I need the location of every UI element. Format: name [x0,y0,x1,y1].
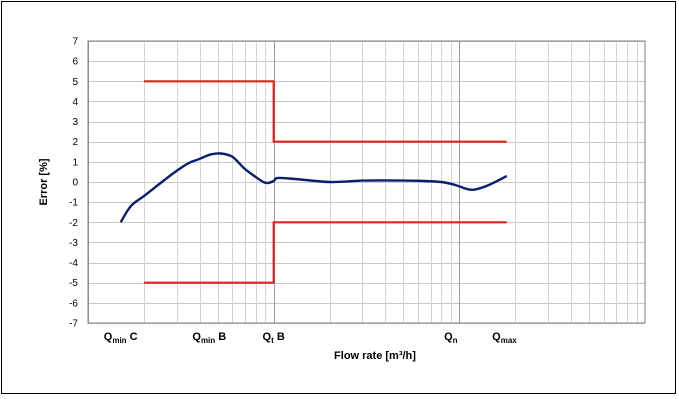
y-tick-label: -2 [69,218,78,229]
y-tick-label: 3 [72,117,78,128]
y-tick-label: 7 [72,37,78,48]
series-error-curve [119,152,508,223]
x-tick-label-qmin-c: Qmin C [104,331,138,345]
y-tick-label: 2 [72,137,78,148]
y-tick-label: -7 [69,319,78,330]
y-tick-label: -4 [69,258,78,269]
x-tick-label-qt-b: Qt B [263,331,285,345]
x-tick-labels: Qmin C Qmin B Qt B Qn Qmax [104,331,517,345]
y-tick-label: 0 [72,178,78,189]
y-tick-label: -6 [69,298,78,309]
x-tick-label-qmax: Qmax [492,331,517,345]
x-tick-label-qmin-b: Qmin B [192,331,226,345]
y-tick-label: 5 [72,77,78,88]
x-tick-label-qn: Qn [444,331,458,345]
y-tick-label: 6 [72,57,78,68]
y-tick-label: -5 [69,278,78,289]
series-lines [119,80,508,284]
x-axis-title: Flow rate [m³/h] [334,350,416,362]
series-upper-limit [143,80,507,143]
y-tick-label: 4 [72,97,78,108]
plot-border [87,40,646,324]
y-tick-labels: 7 6 5 4 3 2 1 0 -1 -2 -3 -4 -5 -6 -7 [69,37,78,330]
series-lower-limit [143,221,507,284]
y-axis-title: Error [%] [38,158,50,205]
y-tick-label: -1 [69,198,78,209]
y-tick-label: -3 [69,238,78,249]
y-tick-label: 1 [72,157,78,168]
